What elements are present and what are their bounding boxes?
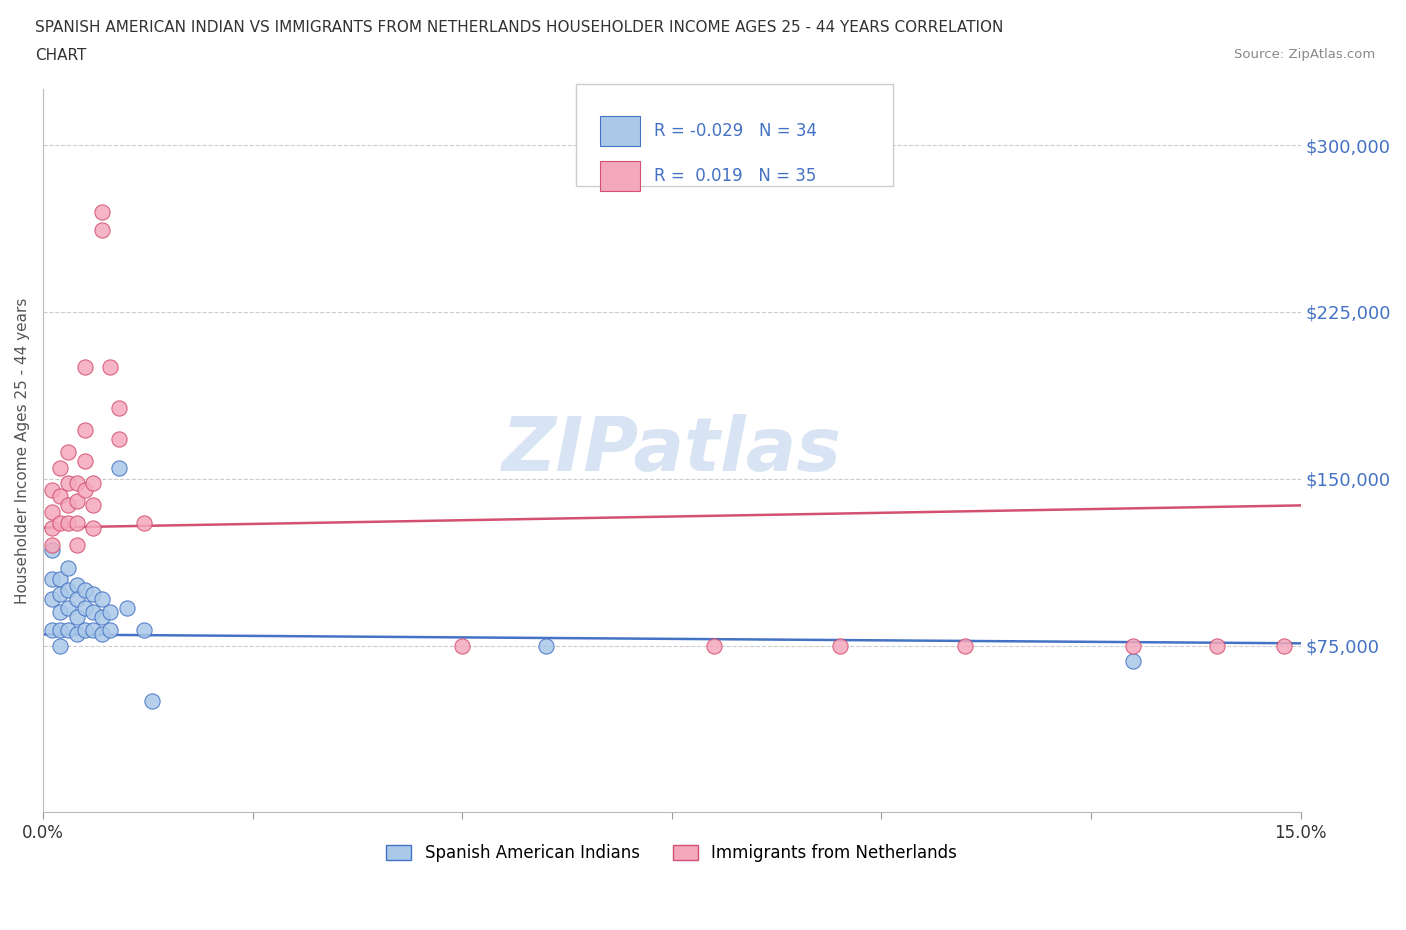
Point <box>75 422 97 437</box>
Point <box>49 460 72 475</box>
Point <box>66 494 89 509</box>
Point <box>98 604 121 619</box>
Point <box>82 622 104 637</box>
Point <box>115 600 138 615</box>
Point <box>58 498 80 512</box>
Point <box>49 489 72 504</box>
Point <box>58 582 80 597</box>
Point <box>41 538 63 552</box>
Point <box>132 622 155 637</box>
Point <box>141 694 163 709</box>
Point <box>82 587 104 602</box>
Legend: Spanish American Indians, Immigrants from Netherlands: Spanish American Indians, Immigrants fro… <box>380 838 965 870</box>
Point <box>1122 638 1144 653</box>
Point <box>66 578 89 593</box>
Point <box>75 360 97 375</box>
Point <box>66 627 89 642</box>
Point <box>703 638 725 653</box>
Point <box>82 604 104 619</box>
Point <box>132 516 155 531</box>
Point <box>90 609 112 624</box>
Point <box>90 222 112 237</box>
Point <box>41 622 63 637</box>
Point <box>49 604 72 619</box>
Point <box>58 445 80 459</box>
Point <box>66 609 89 624</box>
Point <box>98 622 121 637</box>
Point <box>75 483 97 498</box>
Point <box>82 520 104 535</box>
Text: R = -0.029   N = 34: R = -0.029 N = 34 <box>654 122 817 140</box>
Point <box>41 591 63 606</box>
Point <box>107 400 129 415</box>
Point <box>451 638 474 653</box>
Point <box>41 520 63 535</box>
Text: SPANISH AMERICAN INDIAN VS IMMIGRANTS FROM NETHERLANDS HOUSEHOLDER INCOME AGES 2: SPANISH AMERICAN INDIAN VS IMMIGRANTS FR… <box>35 20 1004 35</box>
Point <box>107 432 129 446</box>
Point <box>75 454 97 469</box>
Point <box>66 538 89 552</box>
Point <box>75 600 97 615</box>
Text: R =  0.019   N = 35: R = 0.019 N = 35 <box>654 166 815 185</box>
Point <box>66 476 89 491</box>
Point <box>1272 638 1295 653</box>
Point <box>58 476 80 491</box>
Point <box>98 360 121 375</box>
Point <box>41 542 63 557</box>
Y-axis label: Householder Income Ages 25 - 44 years: Householder Income Ages 25 - 44 years <box>15 298 30 604</box>
Text: ZIPatlas: ZIPatlas <box>502 415 842 487</box>
Point <box>49 516 72 531</box>
Point <box>90 591 112 606</box>
Text: CHART: CHART <box>35 48 87 63</box>
Point <box>41 483 63 498</box>
Point <box>49 638 72 653</box>
Point <box>1122 654 1144 669</box>
Point <box>90 627 112 642</box>
Point <box>534 638 557 653</box>
Point <box>1205 638 1227 653</box>
Point <box>58 622 80 637</box>
Point <box>58 560 80 575</box>
Point <box>49 622 72 637</box>
Point <box>75 622 97 637</box>
Point <box>955 638 977 653</box>
Text: Source: ZipAtlas.com: Source: ZipAtlas.com <box>1234 48 1375 61</box>
Point <box>49 587 72 602</box>
Point <box>49 571 72 586</box>
Point <box>828 638 851 653</box>
Point <box>75 582 97 597</box>
Point <box>58 600 80 615</box>
Point <box>66 516 89 531</box>
Point <box>107 460 129 475</box>
Point <box>90 205 112 219</box>
Point <box>66 591 89 606</box>
Point <box>82 476 104 491</box>
Point <box>41 505 63 520</box>
Point <box>41 571 63 586</box>
Point <box>82 498 104 512</box>
Point <box>58 516 80 531</box>
